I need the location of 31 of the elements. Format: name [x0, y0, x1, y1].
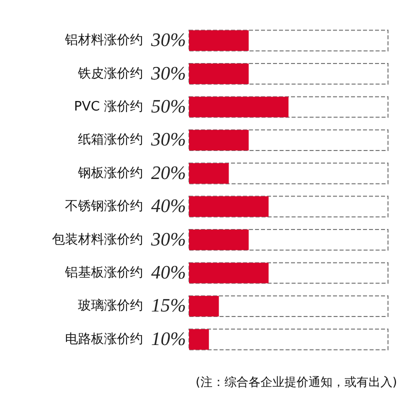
- y-tick-label: 电路板涨价约: [65, 332, 143, 347]
- y-tick-label: PVC 涨价约: [74, 100, 143, 114]
- bar: [189, 329, 209, 350]
- y-tick-label: 铝基板涨价约: [64, 266, 143, 280]
- y-tick-label: 玻璃涨价约: [78, 298, 143, 314]
- bar: [189, 230, 249, 250]
- data-label: 10%: [151, 328, 186, 350]
- data-label: 30%: [150, 63, 186, 84]
- y-tick-label: 铁皮涨价约: [77, 66, 143, 82]
- y-tick-label: 纸箱涨价约: [78, 132, 143, 148]
- data-label: 30%: [150, 30, 186, 52]
- y-tick-label: 钢板涨价约: [77, 166, 143, 181]
- bar: [189, 96, 288, 118]
- data-label: 50%: [151, 96, 186, 118]
- y-tick-label: 包装材料涨价约: [52, 232, 143, 248]
- y-tick-label: 铝材料涨价约: [64, 33, 143, 48]
- bar: [189, 196, 269, 217]
- bar: [189, 296, 219, 316]
- bar: [189, 163, 229, 184]
- y-tick-label: 不锈钢涨价约: [65, 199, 143, 214]
- data-label: 40%: [151, 262, 186, 284]
- bar: [189, 64, 249, 84]
- data-label: 20%: [151, 162, 186, 184]
- data-label: 40%: [151, 196, 186, 218]
- bar: [189, 130, 249, 150]
- bar: [189, 262, 269, 284]
- data-label: 30%: [150, 130, 186, 151]
- data-label: 15%: [151, 296, 186, 317]
- bar: [189, 30, 249, 51]
- text: (注：综合各企业提价通知，或有出入): [196, 375, 398, 389]
- data-label: 30%: [150, 229, 186, 250]
